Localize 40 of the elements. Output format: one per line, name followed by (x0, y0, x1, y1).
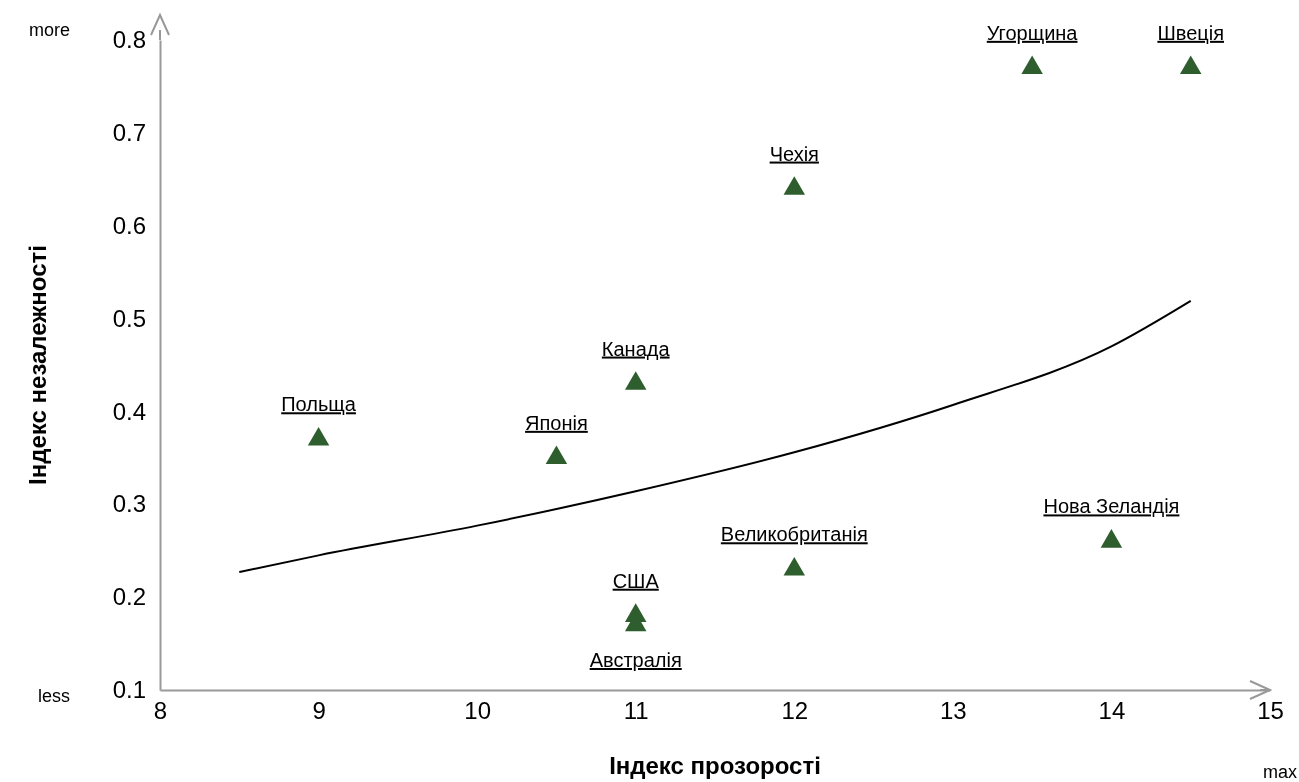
y-tick-label: 0.5 (112, 304, 146, 332)
text: max (1262, 762, 1297, 782)
annotation: Польща (281, 393, 357, 416)
annotation: Нова Зеландія (1043, 495, 1180, 518)
point (307, 426, 330, 446)
point (1179, 55, 1202, 75)
line-series (238, 299, 1192, 574)
annotation: Чехія (769, 142, 819, 165)
point (1021, 55, 1043, 75)
y-tick-label: 0.6 (112, 211, 146, 239)
text: more (28, 20, 70, 40)
point (783, 176, 806, 195)
x-axis-title: Індекс прозорості (609, 752, 821, 779)
y-axis-title: Індекс незалежності (24, 245, 51, 485)
y-tick-label: 0.2 (112, 583, 146, 611)
y-tick-label: 0.8 (112, 26, 146, 54)
x-tick-label: 13 (940, 697, 967, 725)
point (624, 371, 647, 390)
point (783, 556, 806, 576)
x-tick-label: 10 (464, 697, 491, 725)
x-tick-label: 8 (153, 697, 168, 725)
annotation: Великобританія (720, 523, 868, 546)
y-tick-label: 0.3 (112, 490, 146, 518)
text: less (37, 686, 70, 706)
annotation: Швеція (1157, 21, 1225, 44)
x-tick-label: 15 (1257, 697, 1284, 725)
x-tick-label: 14 (1098, 697, 1126, 725)
annotation: Канада (601, 337, 671, 360)
annotation: Угорщина (986, 21, 1079, 44)
annotation: США (612, 569, 660, 592)
y-tick-label: 0.7 (112, 119, 146, 147)
x-tick-label: 12 (781, 697, 809, 725)
y-tick-label: 0.4 (112, 397, 146, 425)
point (545, 445, 568, 465)
annotation: Японія (525, 411, 588, 434)
annotation: Австралія (589, 649, 682, 671)
x-tick-label: 9 (312, 697, 326, 725)
x-tick-label: 11 (623, 697, 649, 725)
point (1100, 529, 1123, 548)
y-tick-label: 0.1 (112, 676, 146, 704)
